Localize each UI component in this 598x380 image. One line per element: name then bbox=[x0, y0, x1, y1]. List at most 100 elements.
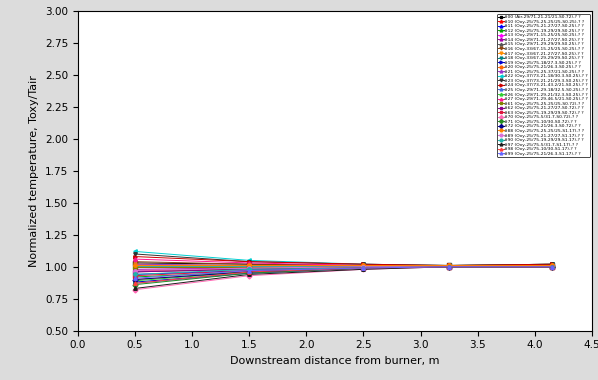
Line: #72 (Oxy-25/75-21/26.3-S0.72)-? ?: #72 (Oxy-25/75-21/26.3-S0.72)-? ? bbox=[133, 265, 554, 281]
#10 (Oxy-25/75-25-25/25-S0.25)-? ? bbox=[446, 264, 453, 269]
#62 (Oxy-25/75-21-27/27-S0.72)-? ? bbox=[132, 269, 139, 274]
#19 (Oxy-25/75-18/27.3-S0.25)-? ? bbox=[246, 271, 253, 276]
#27 (Oxy-29/71-29-46.5/21-S0.25)-? ? bbox=[360, 263, 367, 268]
#70 (Oxy-25/75-5/31.7-S0.72)-? ? bbox=[548, 264, 556, 269]
#25 (Oxy-29/71-29-18/32.5-S0.25)-? ? bbox=[446, 264, 453, 269]
Line: #16 (Oxy-33/67-15-25/25-S0.25)-? ?: #16 (Oxy-33/67-15-25/25-S0.25)-? ? bbox=[133, 260, 554, 267]
#19 (Oxy-25/75-18/27.3-S0.25)-? ? bbox=[446, 264, 453, 269]
#21 (Oxy-25/75-25-37/21-S0.25)-? ? bbox=[548, 263, 556, 268]
#16 (Oxy-33/67-15-25/25-S0.25)-? ? bbox=[548, 262, 556, 266]
#71 (Oxy-25/75-10/30-S0.72)-? ? bbox=[246, 271, 253, 276]
#26 (Oxy-29/71-29-21/32.3-S0.25)-? ? bbox=[446, 264, 453, 269]
Line: #24 (Oxy-37/73-21-43.2/21-S0.25)-? ?: #24 (Oxy-37/73-21-43.2/21-S0.25)-? ? bbox=[133, 255, 554, 267]
#14 (Oxy-29/71-21-27/27-S0.25)-? ? bbox=[360, 264, 367, 269]
#97 (Oxy-25/75-5/31.7-S1.17)-? ? bbox=[246, 272, 253, 277]
#70 (Oxy-25/75-5/31.7-S0.72)-? ? bbox=[132, 287, 139, 292]
#72 (Oxy-25/75-21/26.3-S0.72)-? ? bbox=[360, 266, 367, 270]
#19 (Oxy-25/75-18/27.3-S0.25)-? ? bbox=[548, 264, 556, 269]
#10 (Oxy-25/75-25-25/25-S0.25)-? ? bbox=[360, 266, 367, 270]
#00 (Air-29/71-21-21/21-S0.72)-? ? bbox=[132, 261, 139, 265]
Line: #98 (Oxy-25/75-10/30-S1.17)-? ?: #98 (Oxy-25/75-10/30-S1.17)-? ? bbox=[133, 265, 554, 285]
#62 (Oxy-25/75-21-27/27-S0.72)-? ? bbox=[360, 266, 367, 270]
#98 (Oxy-25/75-10/30-S1.17)-? ? bbox=[132, 281, 139, 286]
#10 (Oxy-25/75-25-25/25-S0.25)-? ? bbox=[132, 268, 139, 273]
#89 (Oxy-25/75-21-27/27-S1.17)-? ? bbox=[132, 268, 139, 273]
Line: #00 (Air-29/71-21-21/21-S0.72)-? ?: #00 (Air-29/71-21-21/21-S0.72)-? ? bbox=[133, 261, 554, 267]
#00 (Air-29/71-21-21/21-S0.72)-? ? bbox=[548, 263, 556, 268]
#99 (Oxy-25/75-21/26.3-S1.17)-? ? bbox=[446, 264, 453, 269]
Line: #99 (Oxy-25/75-21/26.3-S1.17)-? ?: #99 (Oxy-25/75-21/26.3-S1.17)-? ? bbox=[133, 265, 554, 280]
#25 (Oxy-29/71-29-18/32.5-S0.25)-? ? bbox=[246, 271, 253, 276]
#22 (Oxy-37/73-21-18/30.3-S0.25)-? ? bbox=[360, 262, 367, 266]
#63 (Oxy-25/75-19-29/29-S0.72)-? ? bbox=[548, 264, 556, 269]
Line: #26 (Oxy-29/71-29-21/32.3-S0.25)-? ?: #26 (Oxy-29/71-29-21/32.3-S0.25)-? ? bbox=[133, 265, 554, 283]
#23 (Oxy-37/73-21-21/29.3-S0.25)-? ? bbox=[360, 262, 367, 266]
#62 (Oxy-25/75-21-27/27-S0.72)-? ? bbox=[246, 267, 253, 272]
#98 (Oxy-25/75-10/30-S1.17)-? ? bbox=[360, 266, 367, 270]
#98 (Oxy-25/75-10/30-S1.17)-? ? bbox=[548, 264, 556, 269]
#97 (Oxy-25/75-5/31.7-S1.17)-? ? bbox=[132, 286, 139, 291]
#70 (Oxy-25/75-5/31.7-S0.72)-? ? bbox=[246, 274, 253, 278]
#20 (Oxy-25/75-21/26.3-S0.25)-? ? bbox=[548, 264, 556, 269]
#88 (Oxy-25/75-25-25/25-S1.17)-? ? bbox=[548, 263, 556, 268]
#14 (Oxy-29/71-21-27/27-S0.25)-? ? bbox=[132, 267, 139, 272]
#89 (Oxy-25/75-21-27/27-S1.17)-? ? bbox=[360, 264, 367, 269]
#13 (Oxy-29/71-15-25/25-S0.25)-? ? bbox=[360, 264, 367, 269]
#21 (Oxy-25/75-25-37/21-S0.25)-? ? bbox=[360, 263, 367, 268]
#70 (Oxy-25/75-5/31.7-S0.72)-? ? bbox=[446, 264, 453, 269]
#72 (Oxy-25/75-21/26.3-S0.72)-? ? bbox=[132, 277, 139, 282]
#17 (Oxy-33/67-21-27/27-S0.25)-? ? bbox=[446, 263, 453, 268]
#27 (Oxy-29/71-29-46.5/21-S0.25)-? ? bbox=[246, 261, 253, 265]
#90 (Oxy-25/75-19-29/29-S1.17)-? ? bbox=[246, 267, 253, 272]
#62 (Oxy-25/75-21-27/27-S0.72)-? ? bbox=[446, 264, 453, 269]
#21 (Oxy-25/75-25-37/21-S0.25)-? ? bbox=[446, 263, 453, 268]
#21 (Oxy-25/75-25-37/21-S0.25)-? ? bbox=[132, 262, 139, 266]
#24 (Oxy-37/73-21-43.2/21-S0.25)-? ? bbox=[548, 262, 556, 266]
Line: #23 (Oxy-37/73-21-21/29.3-S0.25)-? ?: #23 (Oxy-37/73-21-21/29.3-S0.25)-? ? bbox=[133, 252, 554, 267]
#20 (Oxy-25/75-21/26.3-S0.25)-? ? bbox=[132, 277, 139, 282]
#20 (Oxy-25/75-21/26.3-S0.25)-? ? bbox=[246, 269, 253, 274]
#99 (Oxy-25/75-21/26.3-S1.17)-? ? bbox=[132, 276, 139, 280]
#17 (Oxy-33/67-21-27/27-S0.25)-? ? bbox=[360, 263, 367, 268]
#72 (Oxy-25/75-21/26.3-S0.72)-? ? bbox=[246, 269, 253, 274]
#16 (Oxy-33/67-15-25/25-S0.25)-? ? bbox=[446, 263, 453, 268]
#61 (Oxy-25/75-25-25/25-S0.72)-? ? bbox=[360, 264, 367, 269]
#90 (Oxy-25/75-19-29/29-S1.17)-? ? bbox=[446, 264, 453, 269]
#61 (Oxy-25/75-25-25/25-S0.72)-? ? bbox=[446, 264, 453, 269]
#17 (Oxy-33/67-21-27/27-S0.25)-? ? bbox=[548, 263, 556, 268]
#70 (Oxy-25/75-5/31.7-S0.72)-? ? bbox=[360, 267, 367, 272]
#27 (Oxy-29/71-29-46.5/21-S0.25)-? ? bbox=[132, 257, 139, 261]
#88 (Oxy-25/75-25-25/25-S1.17)-? ? bbox=[132, 263, 139, 268]
Line: #88 (Oxy-25/75-25-25/25-S1.17)-? ?: #88 (Oxy-25/75-25-25/25-S1.17)-? ? bbox=[133, 264, 554, 267]
#22 (Oxy-37/73-21-18/30.3-S0.25)-? ? bbox=[548, 262, 556, 266]
#13 (Oxy-29/71-15-25/25-S0.25)-? ? bbox=[132, 264, 139, 269]
#61 (Oxy-25/75-25-25/25-S0.72)-? ? bbox=[548, 264, 556, 269]
Line: #61 (Oxy-25/75-25-25/25-S0.72)-? ?: #61 (Oxy-25/75-25-25/25-S0.72)-? ? bbox=[133, 265, 554, 269]
#14 (Oxy-29/71-21-27/27-S0.25)-? ? bbox=[246, 266, 253, 270]
#27 (Oxy-29/71-29-46.5/21-S0.25)-? ? bbox=[446, 263, 453, 268]
#71 (Oxy-25/75-10/30-S0.72)-? ? bbox=[132, 282, 139, 287]
#27 (Oxy-29/71-29-46.5/21-S0.25)-? ? bbox=[548, 263, 556, 268]
#24 (Oxy-37/73-21-43.2/21-S0.25)-? ? bbox=[132, 254, 139, 259]
Legend: #00 (Air-29/71-21-21/21-S0.72)-? ?, #10 (Oxy-25/75-25-25/25-S0.25)-? ?, #11 (Oxy: #00 (Air-29/71-21-21/21-S0.72)-? ?, #10 … bbox=[497, 14, 590, 157]
#13 (Oxy-29/71-15-25/25-S0.25)-? ? bbox=[548, 264, 556, 269]
#89 (Oxy-25/75-21-27/27-S1.17)-? ? bbox=[246, 266, 253, 270]
#90 (Oxy-25/75-19-29/29-S1.17)-? ? bbox=[132, 272, 139, 277]
Line: #10 (Oxy-25/75-25-25/25-S0.25)-? ?: #10 (Oxy-25/75-25-25/25-S0.25)-? ? bbox=[133, 265, 554, 272]
#89 (Oxy-25/75-21-27/27-S1.17)-? ? bbox=[446, 264, 453, 269]
#90 (Oxy-25/75-19-29/29-S1.17)-? ? bbox=[548, 264, 556, 269]
#24 (Oxy-37/73-21-43.2/21-S0.25)-? ? bbox=[360, 262, 367, 266]
X-axis label: Downstream distance from burner, m: Downstream distance from burner, m bbox=[230, 356, 440, 366]
#12 (Oxy-25/75-19-29/29-S0.25)-? ? bbox=[246, 269, 253, 274]
#90 (Oxy-25/75-19-29/29-S1.17)-? ? bbox=[360, 266, 367, 270]
#00 (Air-29/71-21-21/21-S0.72)-? ? bbox=[360, 263, 367, 268]
#25 (Oxy-29/71-29-18/32.5-S0.25)-? ? bbox=[548, 264, 556, 269]
#22 (Oxy-37/73-21-18/30.3-S0.25)-? ? bbox=[132, 249, 139, 254]
#11 (Oxy-25/75-21-27/27-S0.25)-? ? bbox=[548, 264, 556, 269]
Line: #62 (Oxy-25/75-21-27/27-S0.72)-? ?: #62 (Oxy-25/75-21-27/27-S0.72)-? ? bbox=[133, 265, 554, 274]
#72 (Oxy-25/75-21/26.3-S0.72)-? ? bbox=[548, 264, 556, 269]
#26 (Oxy-29/71-29-21/32.3-S0.25)-? ? bbox=[132, 279, 139, 283]
#10 (Oxy-25/75-25-25/25-S0.25)-? ? bbox=[246, 267, 253, 272]
#62 (Oxy-25/75-21-27/27-S0.72)-? ? bbox=[548, 264, 556, 269]
#19 (Oxy-25/75-18/27.3-S0.25)-? ? bbox=[132, 280, 139, 284]
